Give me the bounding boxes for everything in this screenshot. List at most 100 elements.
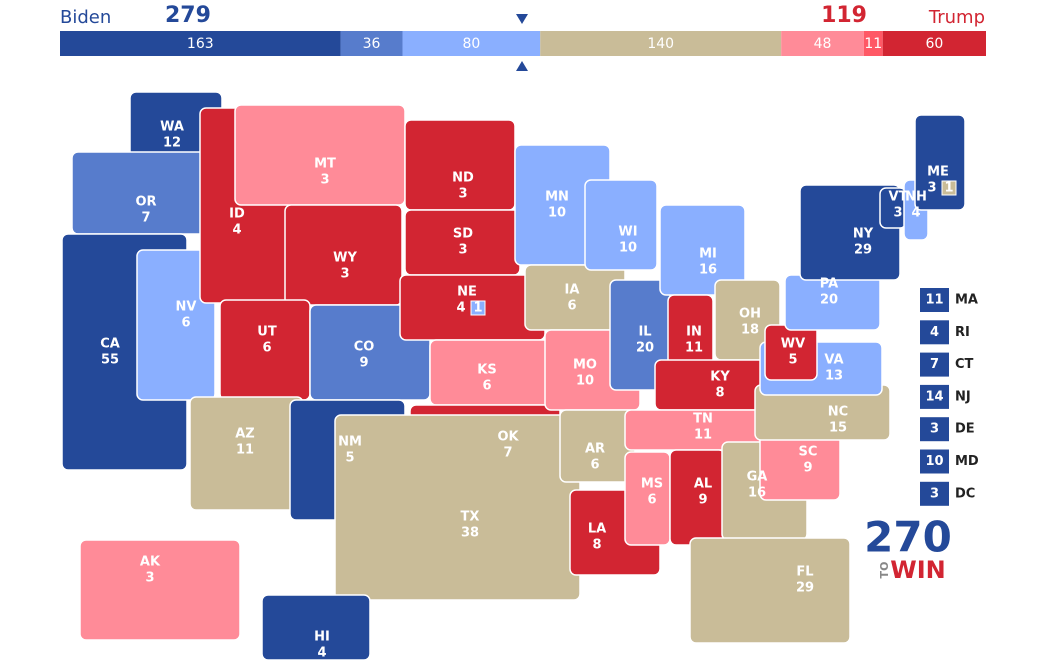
small-state-abbr: CT <box>955 357 974 372</box>
state[interactable] <box>261 594 371 661</box>
state-votes: 6 <box>567 299 576 314</box>
logo-win: WIN <box>890 556 946 584</box>
state-abbr: WI <box>618 225 637 240</box>
state-votes: 13 <box>825 369 843 384</box>
state-votes: 7 <box>503 446 512 461</box>
district-box[interactable] <box>470 300 486 316</box>
bar-segment-label: 11 <box>864 36 882 52</box>
state-votes: 3 <box>893 206 902 221</box>
small-state-abbr: DE <box>955 422 975 437</box>
small-state-abbr: NJ <box>955 389 971 404</box>
state-abbr: NM <box>338 435 362 450</box>
state-votes: 6 <box>181 316 190 331</box>
small-state-box[interactable] <box>920 384 949 409</box>
bar-segment-label: 163 <box>187 36 214 52</box>
small-state-votes: 7 <box>930 357 939 372</box>
district-votes: 1 <box>944 181 953 196</box>
state-abbr: AR <box>585 442 605 457</box>
state-votes: 12 <box>163 136 181 151</box>
state-votes: 7 <box>141 211 150 226</box>
biden-total: 279 <box>165 3 211 28</box>
state-abbr: OK <box>497 430 519 445</box>
state-votes: 55 <box>101 353 119 368</box>
logo-to: TO <box>878 562 891 579</box>
state-abbr: IA <box>565 283 580 298</box>
state-abbr: GA <box>747 470 768 485</box>
small-state-votes: 11 <box>925 293 943 308</box>
district-box[interactable] <box>941 180 957 196</box>
state-abbr: UT <box>257 325 277 340</box>
small-state-box[interactable] <box>920 320 949 345</box>
state[interactable] <box>234 104 406 206</box>
state[interactable] <box>799 184 901 281</box>
bar-segment-label: 60 <box>925 36 943 52</box>
small-state-box[interactable] <box>920 449 949 474</box>
state-votes: 3 <box>145 571 154 586</box>
state-abbr: OH <box>739 307 761 322</box>
state-abbr: LA <box>588 522 606 537</box>
state[interactable] <box>136 249 216 401</box>
district-votes: 1 <box>473 301 482 316</box>
state[interactable] <box>334 414 581 601</box>
state-votes: 9 <box>803 461 812 476</box>
state-votes: 29 <box>854 243 872 258</box>
state-abbr: OR <box>135 195 156 210</box>
state-votes: 11 <box>685 341 703 356</box>
state-votes: 29 <box>796 581 814 596</box>
bar-segment <box>340 31 403 56</box>
state-votes: 3 <box>458 243 467 258</box>
state-abbr: NV <box>176 300 197 315</box>
state-votes: 10 <box>576 374 594 389</box>
state-votes: 6 <box>647 493 656 508</box>
bar-segment <box>882 31 986 56</box>
small-state-box[interactable] <box>920 417 949 442</box>
state[interactable] <box>71 151 208 235</box>
state-abbr: SD <box>453 227 473 242</box>
state-abbr: CA <box>100 337 120 352</box>
state-votes: 18 <box>741 323 759 338</box>
state-votes: 16 <box>699 263 717 278</box>
state-votes: 3 <box>320 173 329 188</box>
small-states: 11 MA 4 RI 7 CT 14 NJ 3 DE 10 MD 3 DC <box>920 288 979 506</box>
state-abbr: TX <box>461 510 480 525</box>
state[interactable] <box>584 179 658 271</box>
state-abbr: MS <box>641 477 663 492</box>
state-abbr: MT <box>314 157 336 172</box>
state-abbr: IN <box>686 325 702 340</box>
state-votes: 8 <box>592 538 601 553</box>
state-abbr: WA <box>160 120 184 135</box>
state-votes: 4 <box>911 206 920 221</box>
small-state-box[interactable] <box>920 481 949 506</box>
state[interactable] <box>79 539 241 641</box>
small-state-box[interactable] <box>920 288 949 312</box>
state-abbr: KS <box>477 363 496 378</box>
state-abbr: HI <box>314 630 330 645</box>
state-abbr: NE <box>457 285 477 300</box>
state-votes: 20 <box>636 341 654 356</box>
state-abbr: PA <box>820 277 838 292</box>
state-votes: 15 <box>829 421 847 436</box>
state-votes: 20 <box>820 293 838 308</box>
state-votes: 10 <box>548 206 566 221</box>
small-state-votes: 4 <box>930 325 939 340</box>
state-abbr: WY <box>333 251 357 266</box>
bar-segment <box>781 31 864 56</box>
state-votes: 8 <box>715 386 724 401</box>
state-abbr: IL <box>638 325 651 340</box>
state-abbr: ND <box>452 171 474 186</box>
state-abbr: MI <box>699 247 717 262</box>
state-abbr: MN <box>545 190 569 205</box>
bar-segment <box>540 31 782 56</box>
state-abbr: WV <box>781 337 805 352</box>
bar-segment-label: 80 <box>462 36 480 52</box>
state-abbr: MO <box>573 358 597 373</box>
small-state-abbr: MD <box>955 454 979 469</box>
state[interactable] <box>689 537 851 644</box>
state-votes: 3 <box>927 181 936 196</box>
state-abbr: AL <box>694 477 712 492</box>
state-votes: 10 <box>619 241 637 256</box>
small-state-box[interactable] <box>920 352 949 377</box>
state-abbr: VA <box>824 353 843 368</box>
